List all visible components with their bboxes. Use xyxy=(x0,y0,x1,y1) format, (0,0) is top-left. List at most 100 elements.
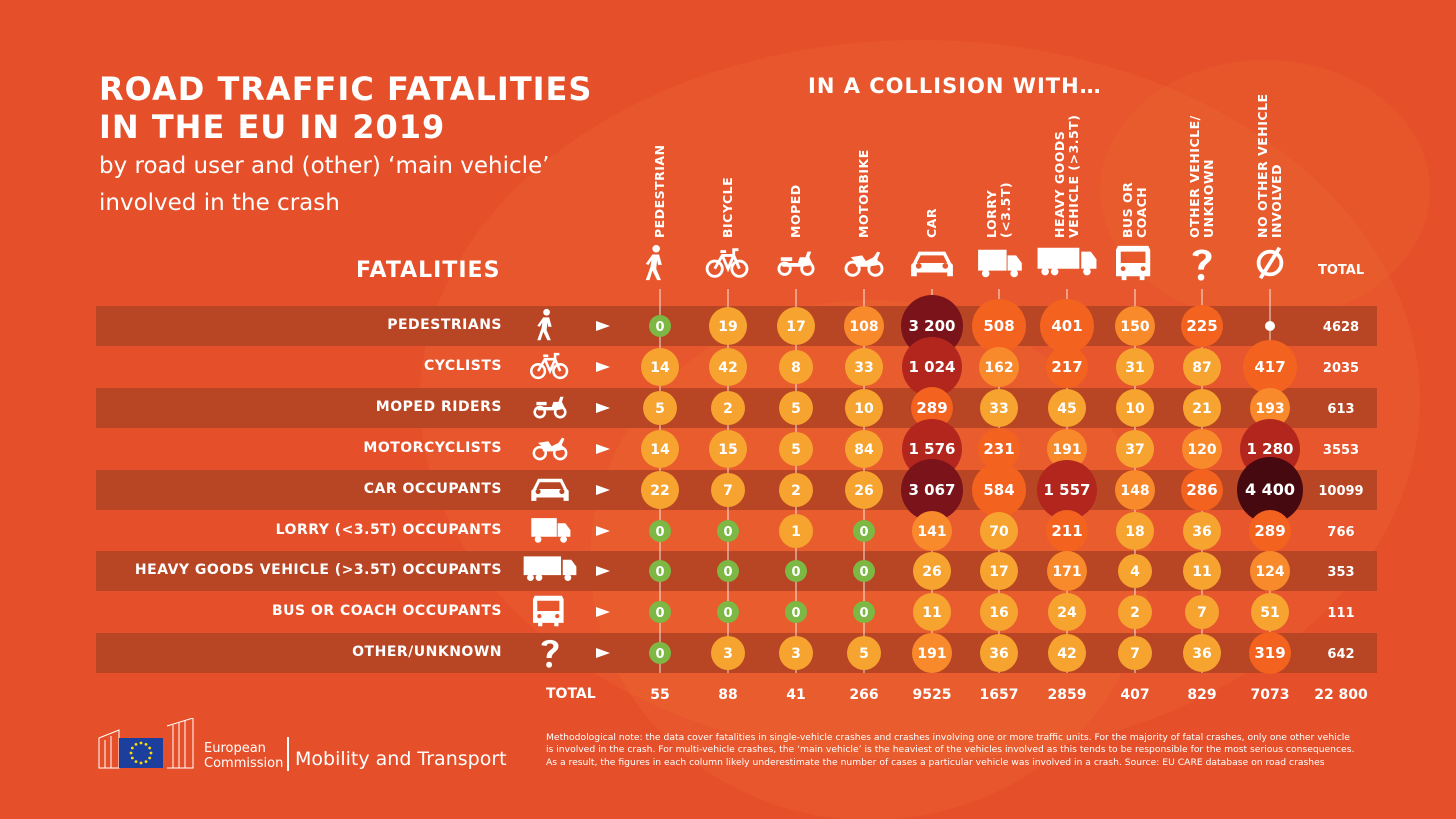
value-bubble xyxy=(972,463,1026,517)
value-bubble xyxy=(1243,340,1297,394)
value-bubble xyxy=(641,430,679,468)
value-label: 45 xyxy=(1057,401,1076,417)
value-label: 3 200 xyxy=(909,317,956,335)
value-bubble xyxy=(641,471,679,509)
value-label: 148 xyxy=(1120,483,1149,499)
value-label: 141 xyxy=(917,524,946,540)
value-bubble xyxy=(711,636,745,670)
row-total: 4628 xyxy=(1323,320,1359,335)
value-label: 87 xyxy=(1192,360,1211,376)
value-bubble xyxy=(1037,460,1097,520)
motorbike-icon xyxy=(527,431,573,465)
column-total: 407 xyxy=(1120,687,1149,703)
row-arrow xyxy=(596,321,610,331)
value-label: 417 xyxy=(1254,358,1285,376)
row-total: 3553 xyxy=(1323,443,1359,458)
value-label: 1 280 xyxy=(1247,440,1294,458)
column-header-label: OTHER VEHICLE/UNKNOWN xyxy=(1187,115,1216,238)
value-bubble xyxy=(980,552,1018,590)
value-label: 162 xyxy=(984,360,1013,376)
organization-name: European Commission xyxy=(204,741,283,771)
column-header-label: BICYCLE xyxy=(720,176,735,238)
column-header-label: BUS OR COACH xyxy=(1120,182,1149,238)
value-label: 36 xyxy=(1192,646,1211,662)
value-bubble xyxy=(717,560,739,582)
value-bubble xyxy=(643,391,677,425)
value-label: 217 xyxy=(1051,358,1082,376)
lorry-icon xyxy=(976,244,1022,284)
value-bubble xyxy=(912,633,952,673)
value-label: 0 xyxy=(655,525,664,540)
column-header-line: VEHICLE (>3.5T) xyxy=(1066,114,1081,238)
value-label: 7 xyxy=(723,483,733,499)
value-label: 15 xyxy=(718,442,737,458)
row-total: 111 xyxy=(1327,606,1354,621)
department-name: Mobility and Transport xyxy=(295,748,507,770)
value-bubble xyxy=(1250,551,1290,591)
value-label: 0 xyxy=(655,606,664,621)
column-total: 41 xyxy=(786,687,805,703)
value-label: 37 xyxy=(1125,442,1144,458)
background-shape xyxy=(1100,60,1430,320)
column-total: 88 xyxy=(718,687,737,703)
value-bubble xyxy=(1116,348,1154,386)
value-bubble xyxy=(845,430,883,468)
value-label: 2 xyxy=(1130,605,1140,621)
methodological-note: Methodological note: the data cover fata… xyxy=(546,732,1355,768)
column-header-line: (<3.5T) xyxy=(998,181,1013,238)
value-label: 36 xyxy=(989,646,1008,662)
question-icon xyxy=(527,635,573,669)
value-label: 10 xyxy=(854,401,874,417)
value-label: 7 xyxy=(1130,646,1140,662)
value-label: 84 xyxy=(854,442,874,458)
value-label: 14 xyxy=(650,360,670,376)
european-commission-logo xyxy=(98,718,194,769)
motorbike-icon xyxy=(841,244,887,284)
total-row-label: TOTAL xyxy=(546,686,596,702)
row-label: MOPED RIDERS xyxy=(375,399,502,415)
value-label: 5 xyxy=(791,401,801,417)
row-total: 10099 xyxy=(1318,484,1363,499)
value-label: 231 xyxy=(983,440,1014,458)
value-bubble xyxy=(1181,469,1223,511)
value-bubble xyxy=(709,430,747,468)
value-label: 17 xyxy=(989,564,1008,580)
value-label: 51 xyxy=(1260,605,1279,621)
column-header-line: BICYCLE xyxy=(720,176,735,238)
lorry-icon xyxy=(527,513,573,547)
bus-icon xyxy=(527,594,573,628)
value-bubble xyxy=(1118,554,1152,588)
value-bubble xyxy=(912,511,952,551)
column-header-label: HEAVY GOODS VEHICLE (>3.5T) xyxy=(1052,114,1081,238)
value-bubble xyxy=(1183,552,1221,590)
value-bubble xyxy=(1040,299,1094,353)
value-label: 26 xyxy=(854,483,873,499)
value-bubble xyxy=(1185,595,1219,629)
column-header-label: CAR xyxy=(924,208,939,238)
column-header-label: MOPED xyxy=(788,184,803,238)
value-bubble xyxy=(1115,470,1155,510)
bicycle-icon xyxy=(527,349,573,383)
value-bubble xyxy=(717,601,739,623)
value-bubble xyxy=(980,512,1018,550)
value-label: 22 xyxy=(650,483,669,499)
value-label: 120 xyxy=(1187,442,1216,458)
value-bubble xyxy=(1118,595,1152,629)
heavy-goods-vehicle-icon xyxy=(517,553,583,587)
column-header-line: UNKNOWN xyxy=(1201,158,1216,238)
row-label: LORRY (<3.5T) OCCUPANTS xyxy=(275,522,502,538)
value-label: 225 xyxy=(1186,317,1217,335)
value-label: 0 xyxy=(655,320,664,335)
value-label: 584 xyxy=(983,481,1014,499)
value-label: 11 xyxy=(922,605,941,621)
moped-icon xyxy=(773,244,819,284)
value-label: 36 xyxy=(1192,524,1211,540)
empty-cell-dot xyxy=(1265,321,1275,331)
value-bubble xyxy=(901,459,963,521)
value-bubble xyxy=(1251,593,1289,631)
value-bubble xyxy=(1047,429,1087,469)
organization-line: European xyxy=(204,741,266,756)
value-label: 0 xyxy=(791,565,800,580)
value-bubble xyxy=(913,593,951,631)
